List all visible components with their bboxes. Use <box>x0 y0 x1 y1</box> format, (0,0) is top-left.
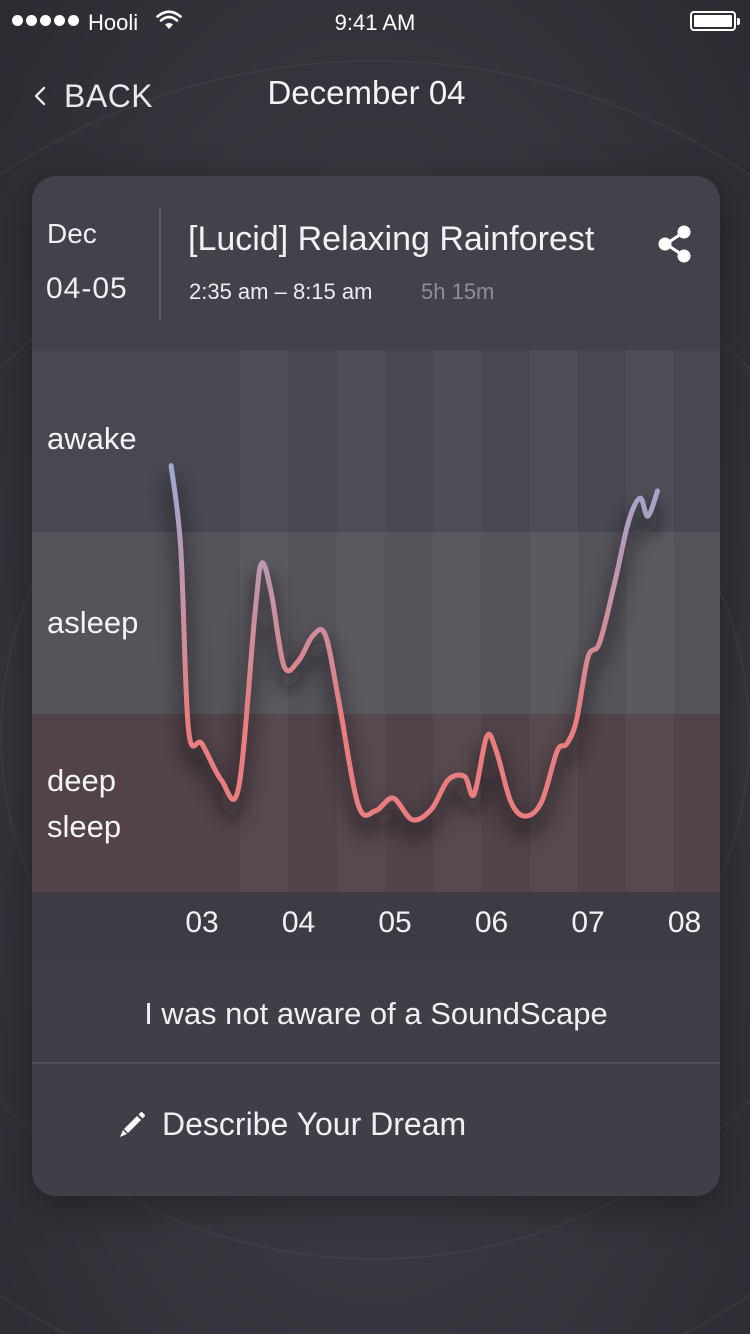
header-divider <box>159 208 161 320</box>
describe-dream-button[interactable]: Describe Your Dream <box>32 1066 720 1182</box>
x-tick-label: 06 <box>474 906 509 939</box>
wifi-icon <box>156 10 182 29</box>
battery-icon <box>690 11 740 31</box>
back-button[interactable]: BACK <box>30 76 153 116</box>
state-label-awake: awake <box>47 421 137 456</box>
x-tick-label: 08 <box>667 906 702 939</box>
session-month: Dec <box>47 218 97 249</box>
awareness-label: I was not aware of a SoundScape <box>144 996 608 1031</box>
sleep-chart: awake asleep deep sleep <box>32 350 720 892</box>
pencil-icon <box>120 1112 145 1137</box>
sleep-curve-shadow <box>166 479 663 840</box>
session-duration: 5h 15m <box>421 279 495 304</box>
chevron-left-icon <box>34 86 46 106</box>
page-title: December 04 <box>267 74 466 111</box>
session-time-range: 2:35 am – 8:15 am <box>189 279 373 304</box>
x-tick-label: 07 <box>571 906 605 939</box>
time-axis: 03 04 05 06 07 08 <box>32 892 720 966</box>
band-awake <box>32 350 720 532</box>
x-tick-label: 03 <box>185 906 219 939</box>
state-label-sleep: sleep <box>47 809 122 844</box>
signal-strength-icon <box>12 15 79 26</box>
state-label-asleep: asleep <box>47 605 139 640</box>
sleep-curve-plot <box>166 463 663 840</box>
back-label: BACK <box>64 77 154 114</box>
sleep-curve-line <box>168 463 660 823</box>
x-tick-label: 05 <box>378 906 412 939</box>
status-time: 9:41 AM <box>334 10 416 35</box>
sleep-session-card: Dec 04-05 [Lucid] Relaxing Rainforest 2:… <box>32 176 720 1196</box>
battery-fill <box>694 15 732 27</box>
band-deep-sleep <box>32 714 720 892</box>
session-title: [Lucid] Relaxing Rainforest <box>188 220 595 258</box>
state-label-deep: deep <box>47 763 116 798</box>
x-tick-label: 04 <box>281 906 316 939</box>
describe-dream-label: Describe Your Dream <box>162 1105 467 1142</box>
share-icon[interactable] <box>654 222 698 266</box>
session-date-range: 04-05 <box>46 272 128 305</box>
status-bar: Hooli 9:41 AM <box>0 0 750 44</box>
soundscape-awareness-button[interactable]: I was not aware of a SoundScape <box>32 966 720 1064</box>
session-header: Dec 04-05 [Lucid] Relaxing Rainforest 2:… <box>32 176 720 350</box>
carrier-name: Hooli <box>88 10 139 35</box>
